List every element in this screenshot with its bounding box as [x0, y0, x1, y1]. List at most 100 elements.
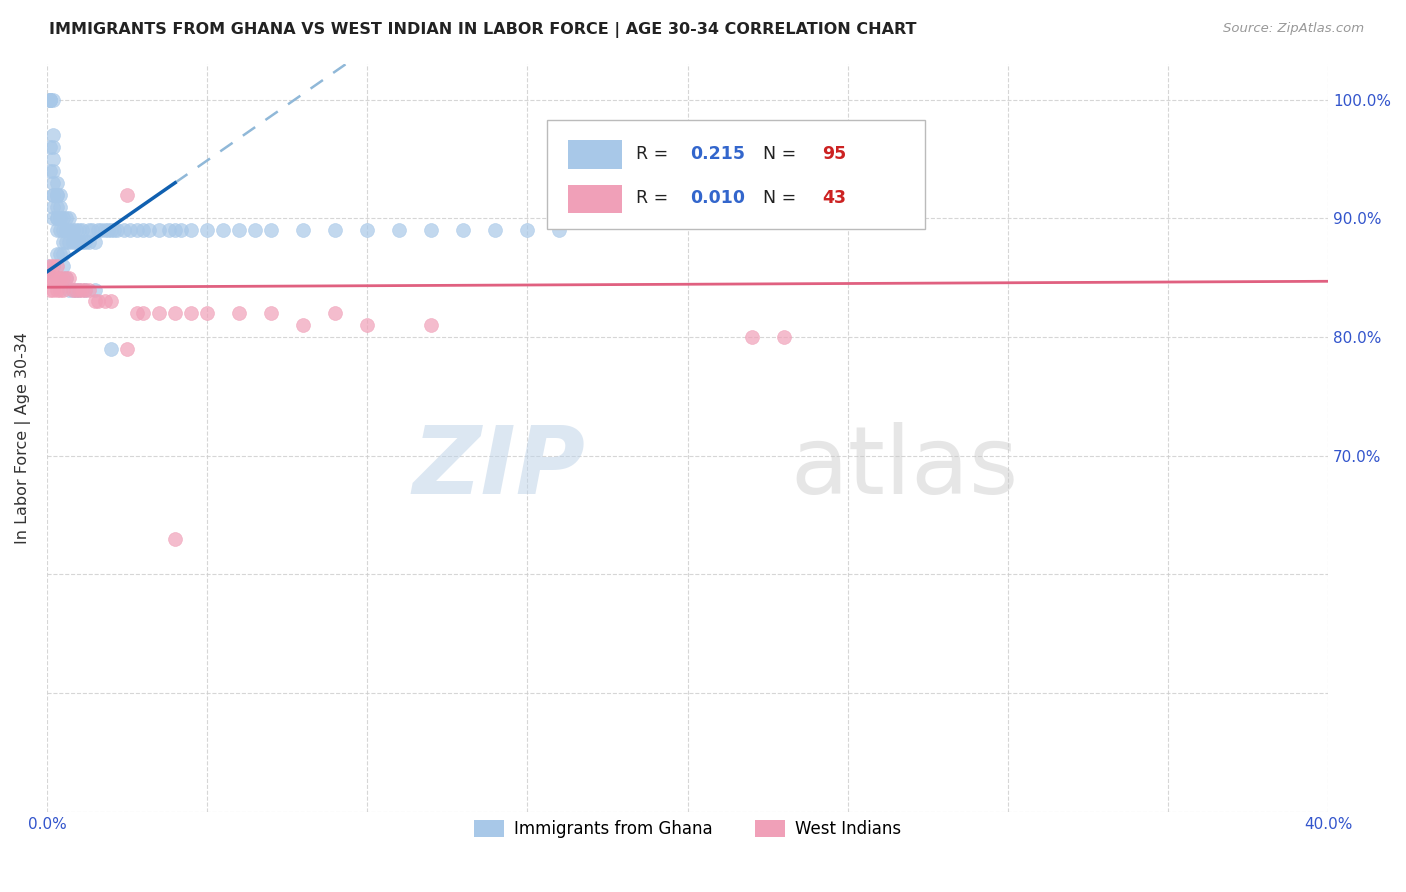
Text: atlas: atlas [790, 422, 1018, 514]
West Indians [49, 283, 72, 297]
West Indians [115, 187, 138, 202]
Immigrants from Ghana [58, 211, 80, 226]
Text: Source: ZipAtlas.com: Source: ZipAtlas.com [1223, 22, 1364, 36]
Immigrants from Ghana [55, 223, 77, 237]
West Indians [45, 270, 67, 285]
Immigrants from Ghana [42, 128, 65, 143]
West Indians [195, 306, 218, 320]
West Indians [260, 306, 283, 320]
Legend: Immigrants from Ghana, West Indians: Immigrants from Ghana, West Indians [468, 814, 907, 845]
Immigrants from Ghana [103, 223, 125, 237]
Immigrants from Ghana [49, 211, 72, 226]
Immigrants from Ghana [49, 247, 72, 261]
West Indians [772, 330, 794, 344]
West Indians [70, 283, 93, 297]
Immigrants from Ghana [70, 223, 93, 237]
Immigrants from Ghana [52, 247, 75, 261]
West Indians [42, 283, 65, 297]
Immigrants from Ghana [84, 235, 107, 249]
Immigrants from Ghana [90, 223, 112, 237]
Immigrants from Ghana [132, 223, 155, 237]
Immigrants from Ghana [356, 223, 378, 237]
Immigrants from Ghana [39, 93, 62, 107]
West Indians [65, 283, 87, 297]
Text: ZIP: ZIP [412, 422, 585, 514]
Immigrants from Ghana [165, 223, 187, 237]
Text: R =: R = [637, 189, 673, 207]
Immigrants from Ghana [42, 140, 65, 154]
West Indians [228, 306, 250, 320]
FancyBboxPatch shape [547, 120, 925, 228]
Immigrants from Ghana [39, 140, 62, 154]
Immigrants from Ghana [180, 223, 202, 237]
Immigrants from Ghana [70, 235, 93, 249]
West Indians [165, 306, 187, 320]
Immigrants from Ghana [58, 283, 80, 297]
West Indians [93, 294, 115, 309]
Immigrants from Ghana [516, 223, 538, 237]
Immigrants from Ghana [62, 283, 84, 297]
Y-axis label: In Labor Force | Age 30-34: In Labor Force | Age 30-34 [15, 332, 31, 544]
West Indians [52, 270, 75, 285]
Immigrants from Ghana [157, 223, 180, 237]
Immigrants from Ghana [75, 283, 97, 297]
Immigrants from Ghana [67, 235, 90, 249]
Immigrants from Ghana [42, 187, 65, 202]
Immigrants from Ghana [39, 164, 62, 178]
Immigrants from Ghana [93, 223, 115, 237]
Immigrants from Ghana [52, 223, 75, 237]
Immigrants from Ghana [55, 270, 77, 285]
Immigrants from Ghana [453, 223, 475, 237]
Immigrants from Ghana [65, 235, 87, 249]
Immigrants from Ghana [35, 265, 58, 279]
Immigrants from Ghana [42, 152, 65, 166]
West Indians [49, 270, 72, 285]
West Indians [125, 306, 148, 320]
Immigrants from Ghana [45, 247, 67, 261]
Text: 0.010: 0.010 [690, 189, 745, 207]
Immigrants from Ghana [195, 223, 218, 237]
Immigrants from Ghana [42, 187, 65, 202]
West Indians [87, 294, 110, 309]
Immigrants from Ghana [323, 223, 346, 237]
West Indians [55, 270, 77, 285]
West Indians [323, 306, 346, 320]
Immigrants from Ghana [484, 223, 506, 237]
West Indians [45, 259, 67, 273]
Immigrants from Ghana [52, 235, 75, 249]
Immigrants from Ghana [49, 200, 72, 214]
Immigrants from Ghana [39, 93, 62, 107]
Immigrants from Ghana [35, 259, 58, 273]
Immigrants from Ghana [49, 223, 72, 237]
West Indians [148, 306, 170, 320]
Immigrants from Ghana [243, 223, 266, 237]
West Indians [84, 294, 107, 309]
West Indians [42, 259, 65, 273]
West Indians [356, 318, 378, 333]
Immigrants from Ghana [45, 176, 67, 190]
Immigrants from Ghana [120, 223, 142, 237]
Immigrants from Ghana [52, 259, 75, 273]
West Indians [62, 283, 84, 297]
Immigrants from Ghana [62, 223, 84, 237]
Immigrants from Ghana [100, 223, 122, 237]
Immigrants from Ghana [65, 283, 87, 297]
Immigrants from Ghana [77, 235, 100, 249]
Immigrants from Ghana [42, 211, 65, 226]
West Indians [39, 283, 62, 297]
Immigrants from Ghana [80, 223, 103, 237]
West Indians [77, 283, 100, 297]
Immigrants from Ghana [65, 223, 87, 237]
Immigrants from Ghana [39, 93, 62, 107]
West Indians [100, 294, 122, 309]
Immigrants from Ghana [42, 176, 65, 190]
West Indians [115, 342, 138, 356]
West Indians [292, 318, 315, 333]
West Indians [165, 532, 187, 546]
Immigrants from Ghana [260, 223, 283, 237]
West Indians [39, 270, 62, 285]
Text: N =: N = [752, 145, 801, 162]
Bar [568, 140, 623, 169]
Immigrants from Ghana [42, 164, 65, 178]
Immigrants from Ghana [55, 235, 77, 249]
